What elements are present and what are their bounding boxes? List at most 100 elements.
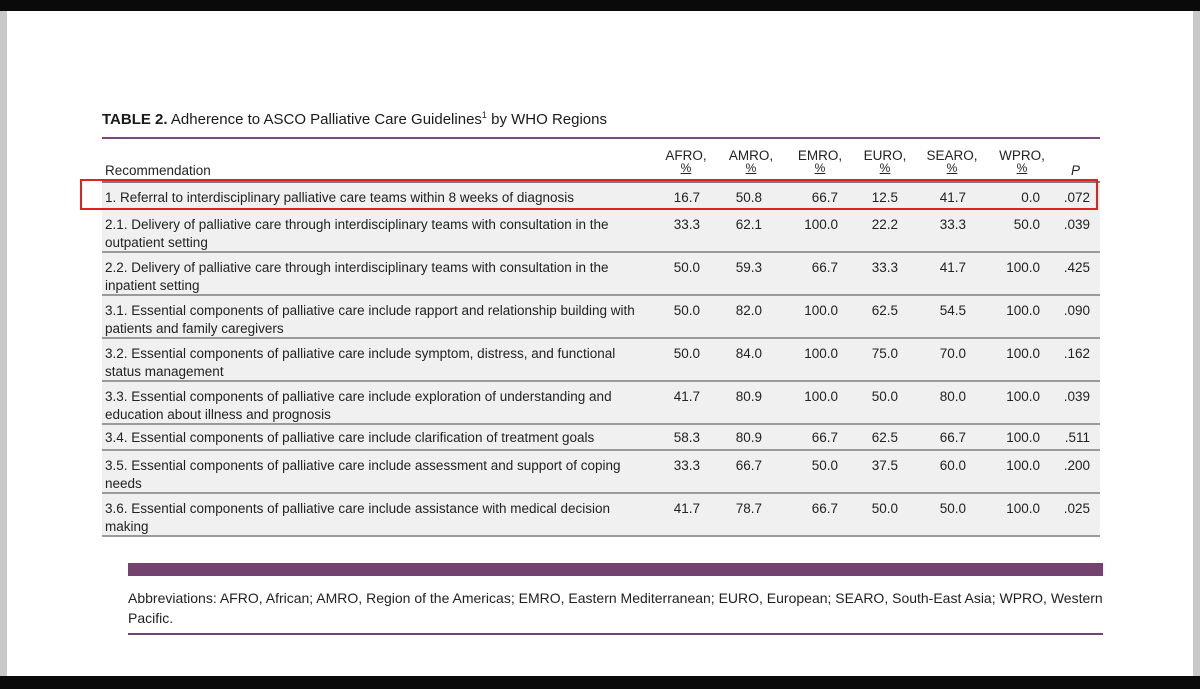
row-emro: 66.7	[811, 190, 838, 205]
row-emro: 66.7	[811, 501, 838, 516]
row-wpro: 100.0	[1006, 458, 1040, 473]
row-amro: 50.8	[735, 190, 762, 205]
table-title-suffix: by WHO Regions	[491, 111, 607, 128]
row-wpro: 100.0	[1006, 346, 1040, 361]
bottom-letterbox-bar	[0, 676, 1200, 689]
row-euro: 50.0	[871, 501, 898, 516]
table-row: 3.6. Essential components of palliative …	[102, 494, 1100, 537]
row-wpro: 100.0	[1006, 501, 1040, 516]
row-euro: 50.0	[871, 389, 898, 404]
row-afro: 50.0	[673, 346, 700, 361]
left-edge	[0, 11, 7, 676]
row-searo: 70.0	[939, 346, 966, 361]
header-afro: AFRO, %	[660, 148, 712, 174]
row-recommendation: 2.2. Delivery of palliative care through…	[105, 260, 609, 293]
row-searo: 41.7	[939, 260, 966, 275]
row-recommendation: 1. Referral to interdisciplinary palliat…	[105, 190, 574, 205]
header-searo-name: SEARO,	[926, 148, 978, 163]
header-wpro-name: WPRO,	[999, 148, 1045, 163]
row-amro: 84.0	[735, 346, 762, 361]
row-euro: 12.5	[871, 190, 898, 205]
table-row: 3.2. Essential components of palliative …	[102, 339, 1100, 382]
header-euro-unit: %	[879, 161, 891, 175]
footnote-band	[128, 563, 1103, 576]
row-amro: 78.7	[735, 501, 762, 516]
header-rule	[102, 181, 1100, 183]
row-wpro: 100.0	[1006, 303, 1040, 318]
row-amro: 80.9	[735, 389, 762, 404]
header-euro-name: EURO,	[863, 148, 907, 163]
table-row: 2.1. Delivery of palliative care through…	[102, 210, 1100, 253]
row-wpro: 100.0	[1006, 260, 1040, 275]
header-wpro-unit: %	[1016, 161, 1028, 175]
row-p: .200	[1063, 458, 1090, 473]
row-searo: 66.7	[939, 430, 966, 445]
header-afro-unit: %	[680, 161, 692, 175]
row-emro: 100.0	[804, 346, 838, 361]
row-searo: 50.0	[939, 501, 966, 516]
row-recommendation: 3.4. Essential components of palliative …	[105, 430, 595, 445]
header-p: P	[1071, 163, 1081, 178]
row-afro: 16.7	[673, 190, 700, 205]
header-emro: EMRO, %	[792, 148, 848, 174]
abbreviations-footnote: Abbreviations: AFRO, African; AMRO, Regi…	[128, 590, 1103, 626]
row-recommendation: 3.6. Essential components of palliative …	[105, 501, 611, 534]
row-afro: 50.0	[673, 303, 700, 318]
row-amro: 59.3	[735, 260, 762, 275]
row-afro: 33.3	[673, 458, 700, 473]
table-row: 3.1. Essential components of palliative …	[102, 296, 1100, 339]
row-p: .072	[1063, 190, 1090, 205]
row-wpro: 100.0	[1006, 389, 1040, 404]
row-afro: 50.0	[673, 260, 700, 275]
table-row: 3.3. Essential components of palliative …	[102, 382, 1100, 425]
row-p: .425	[1063, 260, 1090, 275]
row-euro: 33.3	[871, 260, 898, 275]
row-amro: 62.1	[735, 217, 762, 232]
row-emro: 100.0	[804, 303, 838, 318]
header-afro-name: AFRO,	[665, 148, 707, 163]
table-row: 2.2. Delivery of palliative care through…	[102, 253, 1100, 296]
row-recommendation: 3.5. Essential components of palliative …	[105, 458, 621, 491]
table-title: TABLE 2. Adherence to ASCO Palliative Ca…	[102, 110, 607, 128]
header-emro-name: EMRO,	[797, 148, 843, 163]
row-recommendation: 3.2. Essential components of palliative …	[105, 346, 616, 379]
row-afro: 41.7	[673, 501, 700, 516]
row-searo: 80.0	[939, 389, 966, 404]
row-searo: 41.7	[939, 190, 966, 205]
header-searo-unit: %	[946, 161, 958, 175]
row-searo: 60.0	[939, 458, 966, 473]
row-afro: 41.7	[673, 389, 700, 404]
row-emro: 66.7	[811, 430, 838, 445]
row-wpro: 100.0	[1006, 430, 1040, 445]
row-wpro: 50.0	[1013, 217, 1040, 232]
row-emro: 50.0	[811, 458, 838, 473]
row-searo: 33.3	[939, 217, 966, 232]
row-wpro: 0.0	[1021, 190, 1040, 205]
row-amro: 66.7	[735, 458, 762, 473]
header-amro: AMRO, %	[723, 148, 779, 174]
title-rule	[102, 137, 1100, 139]
row-euro: 62.5	[871, 430, 898, 445]
header-euro: EURO, %	[858, 148, 912, 174]
row-p: .039	[1063, 389, 1090, 404]
table-row: 3.4. Essential components of palliative …	[102, 425, 1100, 451]
top-letterbox-bar	[0, 0, 1200, 11]
row-p: .025	[1063, 501, 1090, 516]
header-emro-unit: %	[814, 161, 826, 175]
row-afro: 58.3	[673, 430, 700, 445]
row-amro: 80.9	[735, 430, 762, 445]
table-row: 3.5. Essential components of palliative …	[102, 451, 1100, 494]
row-p: .162	[1063, 346, 1090, 361]
right-edge	[1193, 11, 1200, 676]
table-label: TABLE 2.	[102, 111, 168, 128]
row-p: .511	[1064, 430, 1090, 445]
highlight-box	[80, 179, 1098, 210]
header-amro-name: AMRO,	[728, 148, 774, 163]
header-recommendation: Recommendation	[105, 163, 211, 178]
header-searo: SEARO, %	[921, 148, 983, 174]
row-emro: 100.0	[804, 217, 838, 232]
row-euro: 37.5	[871, 458, 898, 473]
row-emro: 66.7	[811, 260, 838, 275]
row-amro: 82.0	[735, 303, 762, 318]
row-euro: 22.2	[871, 217, 898, 232]
